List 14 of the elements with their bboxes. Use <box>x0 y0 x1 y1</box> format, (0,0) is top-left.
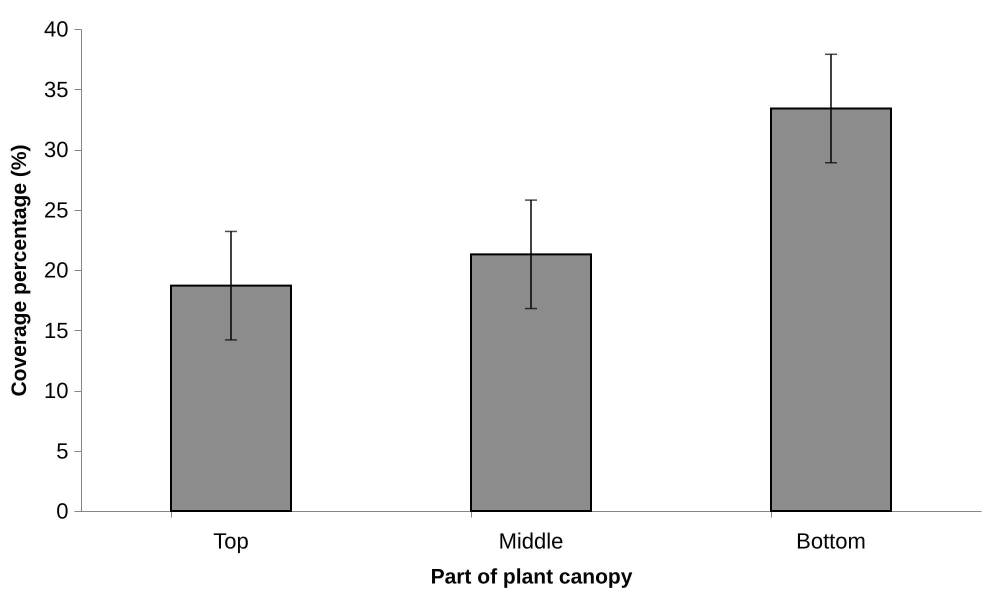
y-tick-label: 30 <box>44 137 68 162</box>
y-axis-title: Coverage percentage (%) <box>8 144 32 397</box>
y-tick-label: 0 <box>56 498 68 524</box>
y-tick-label: 15 <box>44 318 68 343</box>
x-tick-label: Middle <box>498 528 564 554</box>
y-tick-label: 35 <box>44 76 68 102</box>
y-tick-label: 5 <box>56 438 68 464</box>
y-tick-label: 25 <box>44 197 68 222</box>
x-tick-label: Bottom <box>796 528 866 554</box>
x-tick-label: Top <box>213 528 249 554</box>
y-tick-label: 40 <box>44 16 68 42</box>
y-tick-label: 20 <box>44 258 68 282</box>
y-tick-label: 10 <box>44 378 68 403</box>
x-axis-title: Part of plant canopy <box>430 566 633 588</box>
